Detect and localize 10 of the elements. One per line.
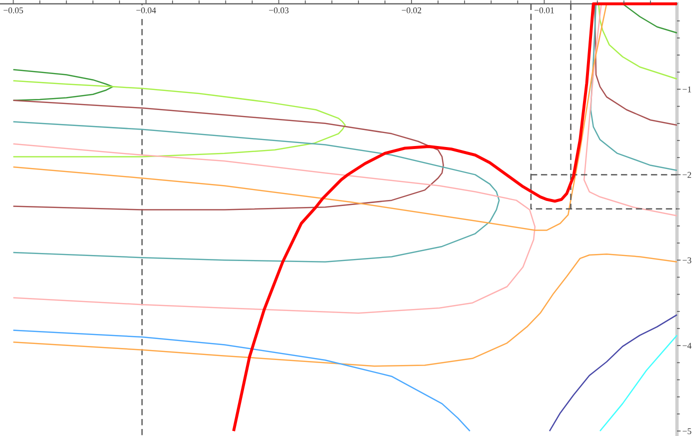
x-tick-label: −0.04 xyxy=(136,7,156,14)
x-tick-label: −0.01 xyxy=(534,7,554,14)
y-tick-label: −3 xyxy=(682,257,692,264)
x-tick-label: −0.03 xyxy=(269,7,289,14)
y-tick-label: −4 xyxy=(682,342,692,349)
x-tick-label: −0.05 xyxy=(4,7,24,14)
y-tick-label: −5 xyxy=(682,428,692,434)
y-tick-label: −2 xyxy=(682,172,692,178)
y-tick-label: −1 xyxy=(682,86,692,92)
x-tick-label: −0.02 xyxy=(402,7,422,14)
